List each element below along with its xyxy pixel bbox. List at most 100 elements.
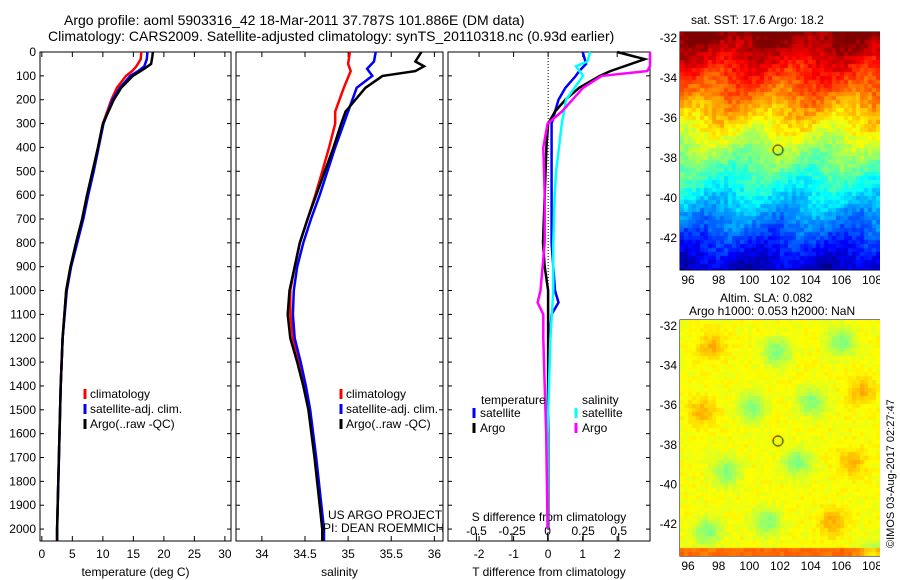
sst-map	[680, 32, 880, 270]
panel-frame	[235, 51, 444, 542]
y-tick-label: 100	[16, 69, 36, 83]
y-tick-label: 300	[16, 117, 36, 131]
y-tick-label: 1500	[9, 403, 36, 417]
x-tick-label: 10	[96, 547, 110, 561]
legend-label: Argo(..raw -QC)	[346, 417, 431, 431]
y-tick-label: 0	[29, 45, 36, 59]
x2-tick-label: -0.5	[466, 524, 487, 538]
x-tick-label: 34.5	[293, 547, 317, 561]
x-tick-label: 25	[188, 547, 202, 561]
title-line1: Argo profile: aoml 5903316_42 18-Mar-201…	[64, 12, 525, 28]
title-line2: Climatology: CARS2009. Satellite-adjuste…	[48, 28, 615, 44]
x-tick-label: 15	[127, 547, 141, 561]
x-tick-label: -2	[474, 547, 485, 561]
y-tick-label: 1600	[9, 427, 36, 441]
project-label: US ARGO PROJECT	[328, 508, 443, 522]
legend-label: Argo(..raw -QC)	[90, 417, 175, 431]
lon-tick-label: 102	[770, 273, 790, 287]
lat-tick-label: -38	[660, 151, 677, 165]
legend-label: Argo	[480, 421, 506, 435]
y-tick-label: 900	[16, 260, 36, 274]
x-tick-label: 34	[255, 547, 269, 561]
series-line-argo-raw-qc-	[55, 51, 155, 541]
lat-tick-label: -42	[660, 231, 677, 245]
lat-tick-label: -32	[660, 31, 677, 45]
series-line-argo-raw-qc-	[286, 51, 427, 541]
lat-tick-label: -32	[660, 319, 677, 333]
x2-tick-label: 0.5	[610, 524, 627, 538]
y-tick-label: 200	[16, 93, 36, 107]
x-tick-label: 30	[218, 547, 232, 561]
x-tick-label: 1	[579, 547, 586, 561]
lat-tick-label: -36	[660, 398, 677, 412]
x-tick-label: 35.5	[380, 547, 404, 561]
y-tick-label: 1900	[9, 498, 36, 512]
lat-tick-label: -34	[660, 359, 677, 373]
x-tick-label: 20	[157, 547, 171, 561]
x-tick-label: 5	[69, 547, 76, 561]
lon-tick-label: 100	[739, 559, 759, 573]
lat-tick-label: -40	[660, 191, 677, 205]
y-tick-label: 400	[16, 140, 36, 154]
x-tick-label: -1	[508, 547, 519, 561]
panel-frame	[39, 51, 232, 542]
series-line-temperature-argo	[541, 50, 650, 530]
panel-frame	[447, 51, 651, 542]
y-tick-label: 600	[16, 188, 36, 202]
legend-label: climatology	[90, 387, 150, 401]
legend-label: satellite-adj. clim.	[346, 402, 438, 416]
lat-tick-label: -42	[660, 517, 677, 531]
legend-label: satellite	[582, 406, 623, 420]
y-tick-label: 1100	[10, 307, 36, 321]
lon-tick-label: 106	[831, 559, 851, 573]
y-tick-label: 2000	[9, 522, 36, 536]
legend-label: climatology	[346, 387, 406, 401]
x2-tick-label: -0.25	[498, 524, 526, 538]
x-tick-label: 0	[545, 547, 552, 561]
legend-header: temperature	[481, 393, 546, 407]
lon-tick-label: 98	[712, 559, 726, 573]
lon-tick-label: 108	[862, 559, 880, 573]
sla-map	[680, 320, 880, 556]
lat-tick-label: -34	[660, 71, 677, 85]
series-line-satellite-adj-clim-	[291, 51, 377, 541]
x2-tick-label: 0.25	[571, 524, 595, 538]
lon-tick-label: 98	[712, 273, 726, 287]
y-tick-label: 800	[16, 236, 36, 250]
lon-tick-label: 102	[770, 559, 790, 573]
legend-label: Argo	[582, 421, 608, 435]
lat-tick-label: -36	[660, 111, 677, 125]
x-tick-label: 35	[341, 547, 355, 561]
x-tick-label: 2	[614, 547, 621, 561]
y-tick-label: 1200	[9, 331, 36, 345]
lon-tick-label: 104	[801, 559, 821, 573]
y-tick-label: 1700	[9, 451, 36, 465]
lat-tick-label: -40	[660, 477, 677, 491]
sla-label2: Argo h1000: 0.053 h2000: NaN	[689, 304, 856, 318]
y-tick-label: 500	[16, 164, 36, 178]
x-tick-label: 0	[38, 547, 45, 561]
lon-tick-label: 100	[739, 273, 759, 287]
series-line-climatology	[55, 51, 143, 541]
series-line-salinity-argo	[536, 52, 652, 530]
series-line-salinity-satellite	[546, 51, 592, 530]
sla-label1: Altim. SLA: 0.082	[720, 291, 813, 305]
x2-tick-label: 0	[544, 524, 551, 538]
map-axes: 96 98 100 102 104 106 108 -32 -34 -36 -38 -40 -42 96 9…	[660, 31, 880, 573]
x-axis-label: temperature (deg C)	[81, 565, 189, 579]
legend-header: salinity	[582, 393, 619, 407]
y-tick-label: 1000	[9, 284, 36, 298]
legend-label: satellite-adj. clim.	[90, 402, 182, 416]
lon-tick-label: 104	[801, 273, 821, 287]
x-axis-label: T difference from climatology	[472, 565, 626, 579]
credit: ©IMOS 03-Aug-2017 02:27:47	[885, 399, 897, 548]
y-tick-label: 1300	[9, 355, 36, 369]
pi-label: PI: DEAN ROEMMICH	[323, 521, 444, 535]
y-tick-label: 1400	[9, 379, 36, 393]
y-tick-label: 1800	[9, 474, 36, 488]
legend-label: satellite	[480, 406, 521, 420]
lon-tick-label: 96	[681, 559, 695, 573]
lon-tick-label: 96	[681, 273, 695, 287]
